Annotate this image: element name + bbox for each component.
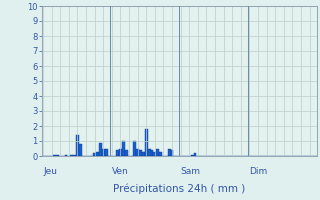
Bar	[119, 148, 122, 156]
Bar	[171, 150, 173, 156]
Bar	[122, 141, 125, 156]
Bar	[142, 152, 145, 156]
Text: Sam: Sam	[180, 167, 201, 176]
Bar	[136, 148, 139, 156]
Text: Jeu: Jeu	[43, 167, 57, 176]
Bar	[168, 148, 171, 156]
Bar	[65, 155, 68, 156]
Bar	[145, 129, 148, 156]
Bar	[156, 148, 159, 156]
Bar	[70, 155, 73, 156]
Bar	[102, 148, 105, 156]
Bar	[133, 141, 136, 156]
Bar	[194, 153, 196, 156]
Text: Dim: Dim	[249, 167, 268, 176]
Text: Ven: Ven	[112, 167, 129, 176]
Bar	[116, 150, 119, 156]
Bar	[159, 152, 162, 156]
Bar	[191, 154, 194, 156]
Bar	[73, 154, 76, 156]
Bar	[76, 135, 79, 156]
Bar	[150, 150, 153, 156]
Bar	[56, 155, 59, 156]
Bar	[148, 148, 150, 156]
Text: Précipitations 24h ( mm ): Précipitations 24h ( mm )	[113, 184, 245, 194]
Bar	[79, 144, 82, 156]
Bar	[139, 150, 142, 156]
Bar	[99, 142, 102, 156]
Bar	[96, 152, 99, 156]
Bar	[53, 155, 56, 156]
Bar	[93, 153, 96, 156]
Bar	[153, 152, 156, 156]
Bar	[125, 150, 128, 156]
Bar	[105, 148, 108, 156]
